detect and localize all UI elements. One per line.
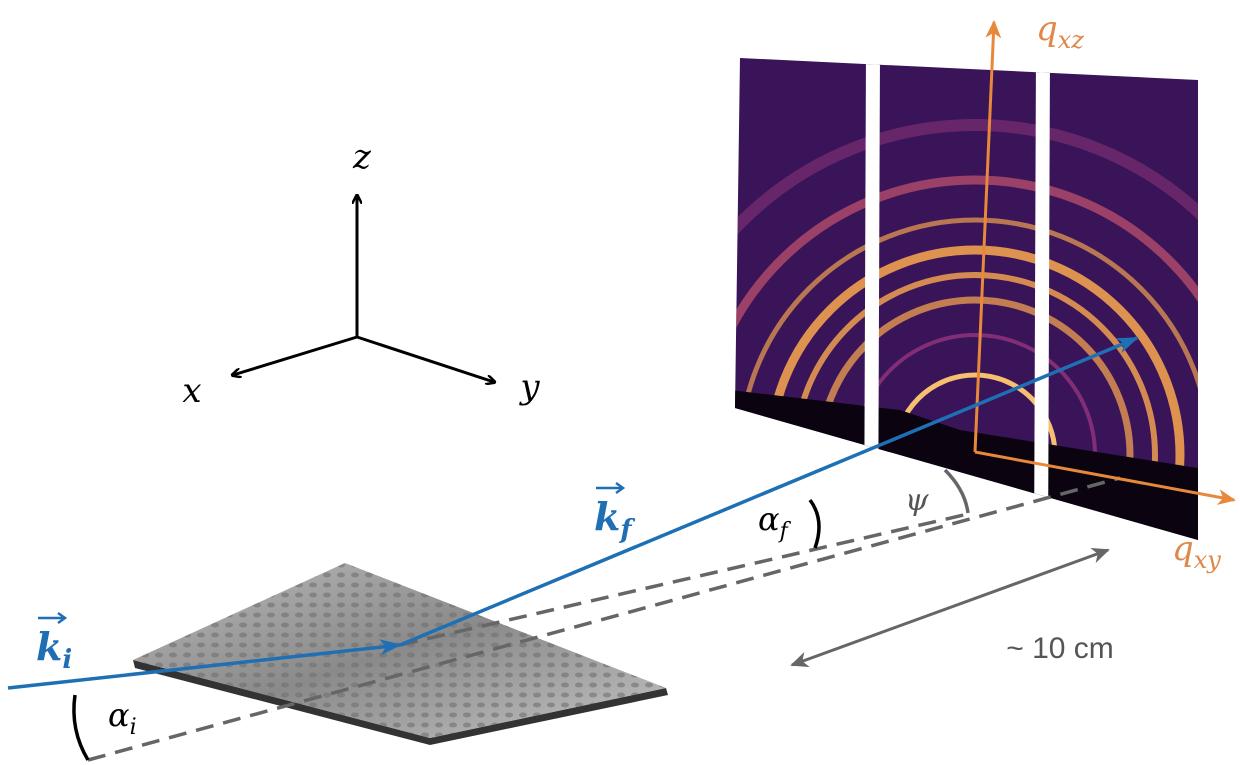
beam-label: ki [36, 624, 72, 675]
angle-label: αf [758, 500, 792, 544]
beam-label: kf [594, 494, 635, 545]
axis-label: x [182, 371, 201, 411]
angle-label: αi [108, 696, 137, 740]
distance-label: ~ 10 cm [1006, 632, 1114, 665]
detector [645, 50, 1240, 765]
axis-label: z [352, 137, 372, 177]
q-axis-label: qxz [1036, 9, 1084, 54]
angle-label: ψ [905, 483, 929, 518]
sample [133, 563, 668, 745]
coordinate-axes [233, 196, 494, 382]
axis-label: y [518, 367, 540, 407]
diagram: z x y qxz qxy ki kf αi αf ψ ~ 10 cm [0, 0, 1240, 765]
